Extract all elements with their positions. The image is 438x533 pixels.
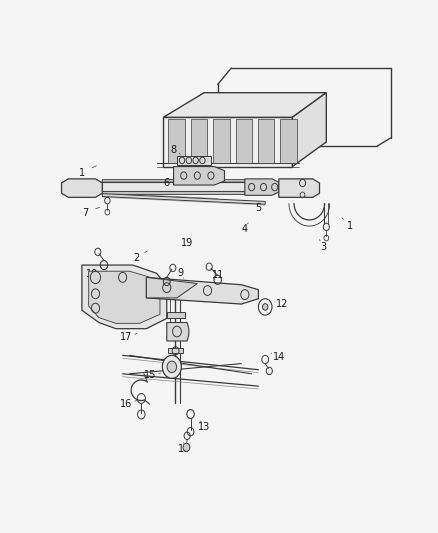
Polygon shape (279, 179, 320, 197)
Text: 7: 7 (82, 207, 88, 217)
Polygon shape (177, 156, 211, 165)
Polygon shape (102, 182, 258, 191)
Polygon shape (236, 119, 252, 163)
Text: 13: 13 (198, 422, 210, 432)
Text: 18: 18 (178, 444, 190, 454)
Text: 15: 15 (144, 370, 156, 380)
Text: 5: 5 (255, 203, 261, 213)
Text: 12: 12 (276, 299, 288, 309)
Polygon shape (163, 117, 293, 166)
Text: 19: 19 (181, 238, 193, 248)
Polygon shape (146, 277, 258, 304)
Polygon shape (173, 166, 224, 185)
Polygon shape (102, 191, 258, 193)
Polygon shape (61, 179, 102, 197)
Text: 4: 4 (242, 224, 248, 234)
Circle shape (167, 361, 177, 373)
Polygon shape (167, 322, 189, 341)
Text: 2: 2 (133, 253, 139, 263)
Polygon shape (169, 119, 185, 163)
Text: 11: 11 (212, 270, 224, 279)
Text: 1: 1 (347, 221, 353, 231)
Polygon shape (280, 119, 297, 163)
Text: 3: 3 (320, 241, 326, 252)
Polygon shape (168, 348, 183, 353)
Polygon shape (102, 193, 265, 204)
Polygon shape (213, 119, 230, 163)
Polygon shape (245, 179, 279, 195)
Text: 14: 14 (273, 352, 285, 361)
Polygon shape (258, 119, 274, 163)
Text: 16: 16 (120, 399, 132, 409)
Text: 10: 10 (86, 269, 98, 279)
Circle shape (162, 356, 181, 378)
Polygon shape (191, 119, 207, 163)
Text: 8: 8 (170, 145, 177, 155)
Circle shape (183, 443, 190, 451)
Polygon shape (167, 312, 185, 318)
Circle shape (262, 304, 268, 310)
Text: 17: 17 (120, 332, 132, 342)
Polygon shape (293, 93, 326, 166)
Text: 6: 6 (164, 178, 170, 188)
Polygon shape (88, 271, 160, 324)
Polygon shape (82, 265, 167, 329)
Text: 1: 1 (79, 168, 85, 177)
Polygon shape (163, 93, 326, 117)
Polygon shape (146, 277, 197, 298)
Polygon shape (102, 180, 258, 182)
Text: 9: 9 (177, 268, 184, 278)
